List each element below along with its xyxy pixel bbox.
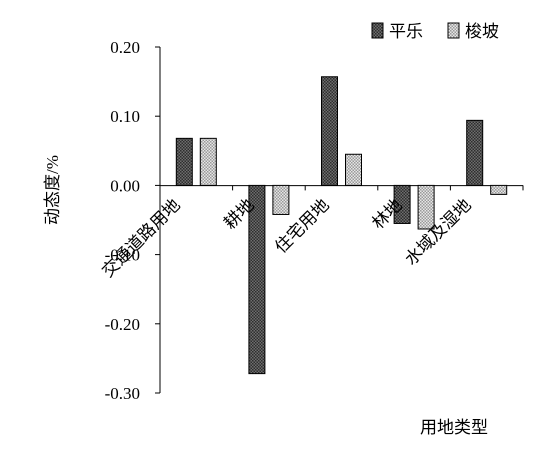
legend-swatch-series-1 — [371, 22, 384, 39]
bar-series-2-4 — [417, 184, 435, 230]
y-axis: -0.30 -0.20 -0.10 0.00 0.10 0.20 — [105, 38, 161, 403]
category-label: 水域及湿地 — [401, 195, 475, 269]
bar-series-1-5 — [466, 119, 484, 186]
bar-series-1-4 — [393, 184, 411, 224]
bar-series-2-2 — [272, 184, 290, 215]
y-tick-label: 0.20 — [110, 38, 140, 57]
y-axis-label: 动态度/% — [43, 155, 62, 225]
x-axis-label: 用地类型 — [420, 418, 488, 437]
y-tick-label: -0.20 — [105, 315, 140, 334]
bar-series-1-2 — [248, 184, 266, 375]
y-tick-label: 0.10 — [110, 107, 140, 126]
legend-swatch-series-2 — [447, 22, 460, 39]
bar-series-2-3 — [345, 153, 362, 186]
y-tick-label: -0.10 — [105, 246, 140, 265]
bar-series-1-3 — [321, 76, 338, 186]
bar-series-2-5 — [490, 184, 508, 195]
legend: 平乐 梭坡 — [371, 22, 499, 41]
y-tick-label: -0.30 — [105, 384, 140, 403]
legend-label-series-1: 平乐 — [389, 22, 423, 41]
y-tick-label: 0.00 — [110, 176, 140, 195]
legend-label-series-2: 梭坡 — [465, 22, 499, 41]
bar-series-2-1 — [199, 137, 217, 186]
category-label: 交通道路用地 — [98, 195, 184, 281]
bar-series-1-1 — [175, 137, 193, 186]
